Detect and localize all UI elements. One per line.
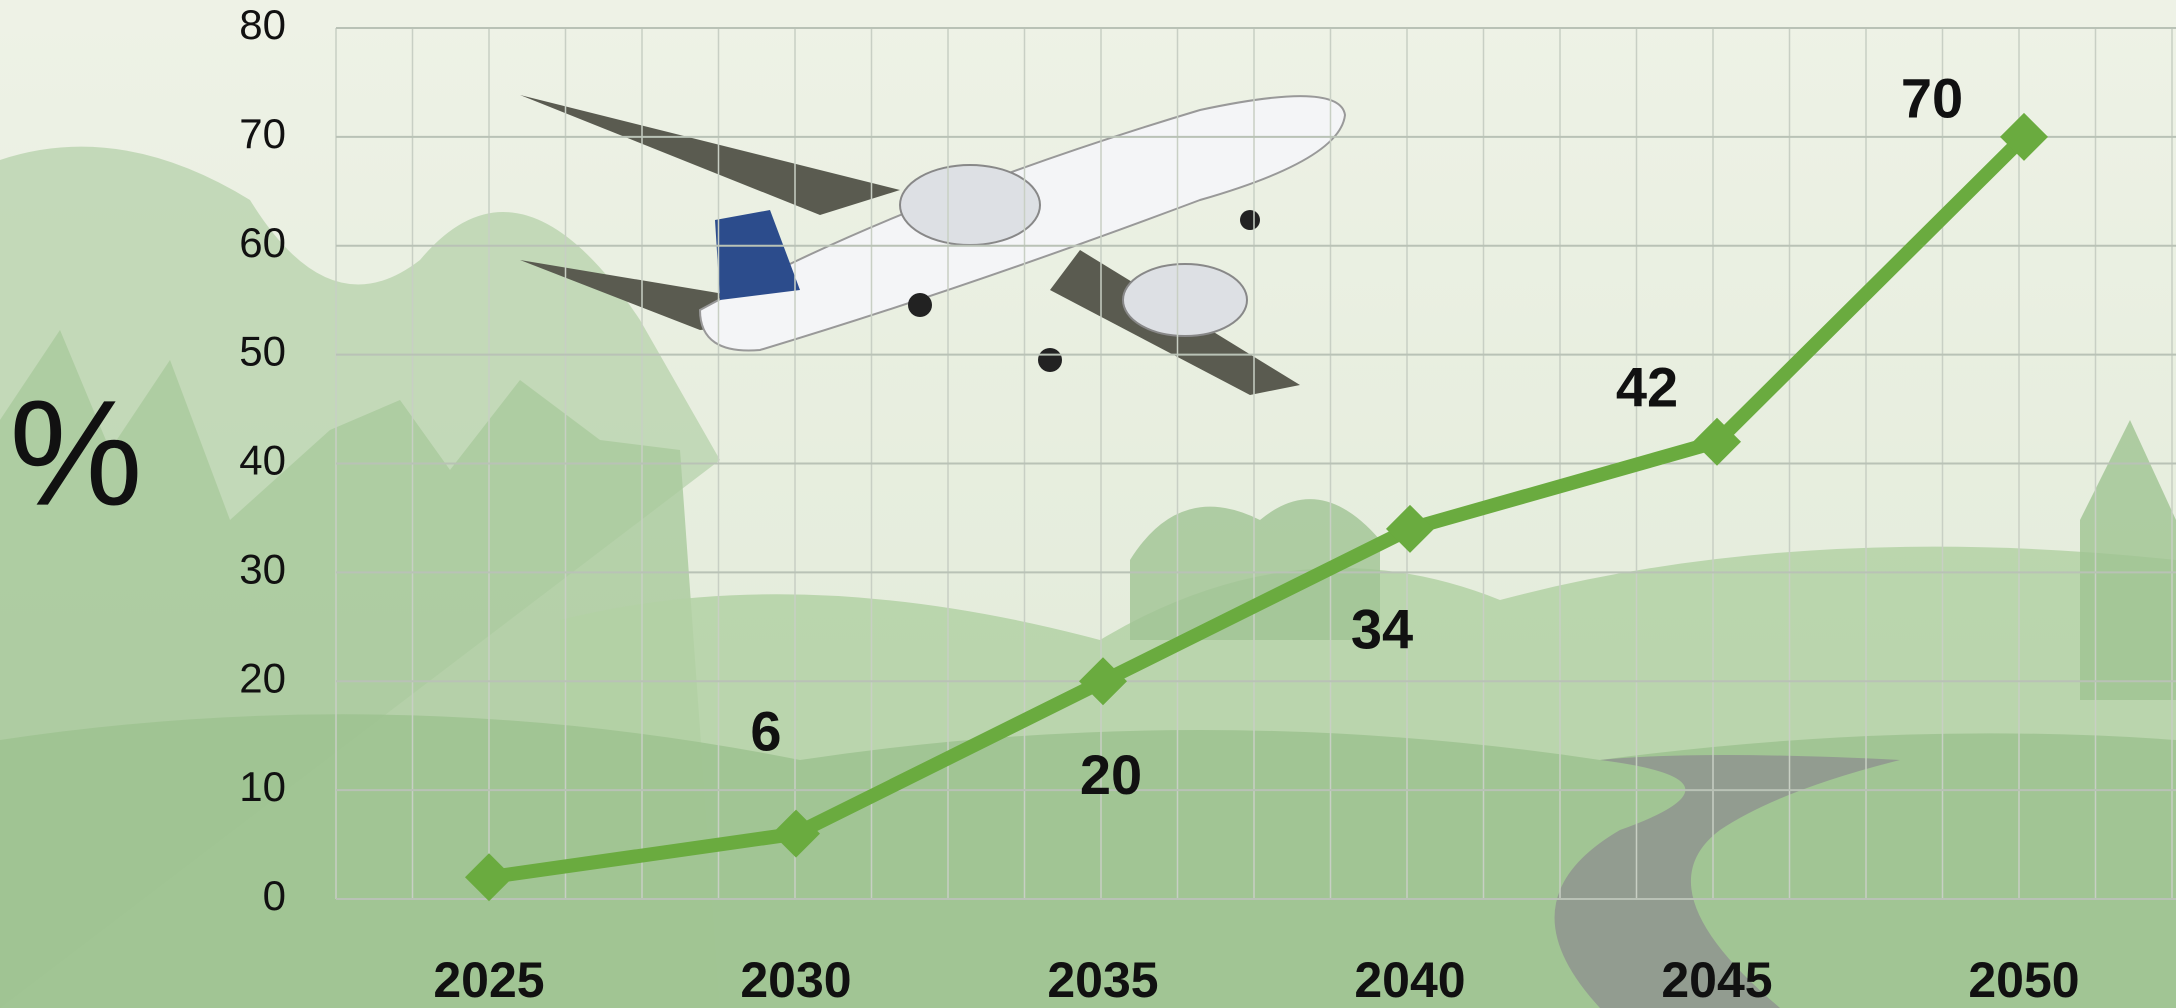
data-label: 34 (1351, 598, 1413, 661)
y-tick-label: 30 (239, 545, 286, 592)
data-label: 42 (1616, 356, 1678, 419)
line (488, 131, 2029, 885)
x-tick-label: 2050 (1968, 952, 2079, 1008)
marker (1079, 657, 1127, 706)
marker (1386, 504, 1434, 553)
y-tick-label: 60 (239, 219, 286, 266)
airplane (520, 95, 1347, 395)
data-label: 70 (1901, 67, 1963, 130)
data-label: 6 (750, 699, 781, 762)
x-tick-label: 2045 (1661, 952, 1772, 1008)
y-tick-label: 70 (239, 110, 286, 157)
y-tick-label: 20 (239, 654, 286, 701)
y-axis-label: % (9, 369, 142, 537)
data-label: 20 (1080, 743, 1142, 806)
x-tick-label: 2035 (1047, 952, 1158, 1008)
x-tick-label: 2040 (1354, 952, 1465, 1008)
y-tick-label: 0 (263, 872, 286, 919)
y-tick-label: 40 (239, 437, 286, 484)
marker (465, 853, 513, 902)
marker (772, 809, 820, 858)
marker (1693, 417, 1741, 466)
marker (2000, 112, 2048, 161)
x-tick-label: 2030 (740, 952, 851, 1008)
y-tick-label: 10 (239, 763, 286, 810)
x-tick-label: 2025 (433, 952, 544, 1008)
y-tick-label: 50 (239, 328, 286, 375)
y-tick-label: 80 (239, 1, 286, 48)
